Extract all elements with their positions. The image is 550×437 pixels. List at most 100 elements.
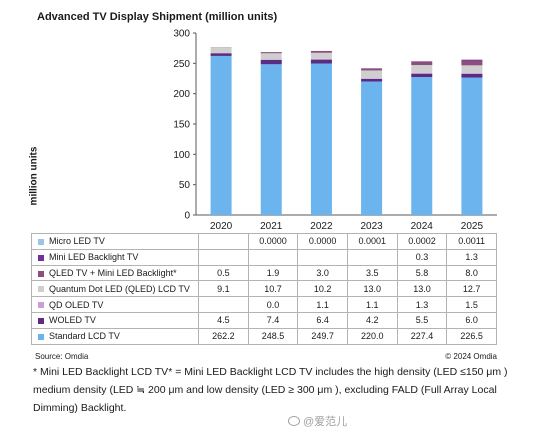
y-tick-label: 150 (173, 120, 190, 131)
table-cell: 9.1 (198, 280, 249, 298)
table-cell: 0.0000 (247, 233, 299, 250)
table-cell: 0.0002 (396, 233, 448, 250)
bar-segment (361, 70, 383, 79)
table-cell (198, 233, 249, 250)
bar-segment (461, 77, 483, 215)
footnote: * Mini LED Backlight LCD TV* = Mini LED … (33, 366, 508, 414)
table-cell: 13.0 (346, 280, 398, 298)
table-cell: 6.4 (297, 311, 348, 329)
legend-swatch (38, 318, 44, 324)
bar-segment (361, 81, 383, 216)
legend-entry: QLED TV + Mini LED Backlight* (31, 264, 199, 282)
y-tick-label: 250 (173, 59, 190, 70)
table-cell (247, 248, 299, 266)
legend-entry: WOLED TV (31, 311, 199, 329)
bar-segment (310, 63, 332, 215)
table-cell: 10.2 (297, 280, 348, 298)
bar-segment (210, 53, 232, 56)
table-cell: 1.5 (446, 296, 497, 313)
bar-segment (260, 64, 282, 215)
copyright-note: © 2024 Omdia (445, 352, 497, 361)
y-tick-label: 0 (184, 211, 190, 222)
legend-entry: QD OLED TV (31, 296, 199, 313)
legend-swatch (38, 333, 44, 340)
legend-label: Mini LED Backlight TV (49, 252, 139, 263)
table-cell: 1.3 (396, 296, 448, 313)
bar-segment (260, 53, 282, 60)
bar-segment (260, 59, 282, 65)
watermark: @爱范儿 (288, 413, 347, 429)
table-row: Standard LCD TV 262.2 248.5 249.7 220.0 227.4… (31, 327, 497, 345)
weibo-icon (288, 416, 300, 426)
bar-segment (361, 68, 383, 71)
table-cell: 226.5 (446, 327, 497, 345)
table-cell (297, 248, 348, 266)
bar-segment (210, 47, 232, 54)
table-cell: 0.3 (396, 248, 448, 266)
table-cell: 1.1 (297, 296, 348, 313)
legend-label: Standard LCD TV (49, 331, 120, 342)
y-tick-label: 200 (173, 89, 190, 100)
table-cell: 0.5 (198, 264, 249, 282)
bar-segment (210, 55, 232, 215)
bar-segment (461, 65, 483, 74)
bar-segment (310, 59, 332, 64)
bar-segment (461, 59, 483, 61)
table-cell: 220.0 (346, 327, 398, 345)
table-cell: 10.7 (247, 280, 299, 298)
table-row: QD OLED TV 0.0 1.1 1.1 1.3 1.5 (31, 296, 497, 313)
table-cell: 0.0011 (446, 233, 497, 250)
table-cell: 4.2 (346, 311, 398, 329)
table-cell: 12.7 (446, 280, 497, 298)
x-tick-label: 2023 (360, 221, 383, 232)
table-cell: 1.9 (247, 264, 299, 282)
legend-swatch (38, 239, 44, 246)
table-cell (198, 296, 249, 313)
legend-label: QLED TV + Mini LED Backlight* (49, 267, 177, 278)
bar-segment (411, 73, 433, 78)
table-cell: 8.0 (446, 264, 497, 282)
bar-segment (361, 78, 383, 79)
table-cell: 4.5 (198, 311, 249, 329)
x-tick-label: 2022 (310, 221, 333, 232)
table-cell: 6.0 (446, 311, 497, 329)
x-tick-label: 2020 (210, 221, 233, 232)
legend-swatch (38, 302, 44, 309)
bar-segment (411, 65, 433, 73)
table-cell: 3.5 (346, 264, 398, 282)
table-row: Mini LED Backlight TV 0.3 1.3 (31, 248, 497, 266)
table-cell (346, 248, 398, 266)
source-note: Source: Omdia (35, 352, 89, 361)
bar-segment (461, 73, 483, 78)
legend-entry: Standard LCD TV (31, 327, 199, 345)
table-cell: 5.8 (396, 264, 448, 282)
bar-segment (310, 50, 332, 53)
legend-label: QD OLED TV (49, 299, 104, 310)
bar-segment (361, 78, 383, 82)
x-tick-label: 2025 (461, 221, 484, 232)
legend-swatch (38, 270, 44, 277)
table-cell: 227.4 (396, 327, 448, 345)
table-row: WOLED TV 4.5 7.4 6.4 4.2 5.5 6.0 (31, 311, 497, 329)
table-cell: 0.0 (247, 296, 299, 313)
x-tick-label: 2021 (260, 221, 283, 232)
bar-segment (310, 58, 332, 60)
bar-segment (310, 52, 332, 59)
table-cell: 13.0 (396, 280, 448, 298)
watermark-text: @爱范儿 (303, 416, 348, 428)
table-cell: 1.3 (446, 248, 497, 266)
table-cell: 3.0 (297, 264, 348, 282)
bar-segment (461, 60, 483, 66)
table-cell: 7.4 (247, 311, 299, 329)
bar-segment (411, 61, 433, 66)
table-row: Micro LED TV 0.0000 0.0000 0.0001 0.0002 0.00… (31, 233, 497, 250)
legend-swatch (38, 254, 44, 261)
table-cell: 248.5 (247, 327, 299, 345)
stacked-bar-chart: 0 50 100 150 200 250 300 2020 2021 2022 2023 2024 20… (173, 29, 497, 232)
y-tick-label: 100 (173, 150, 190, 161)
x-tick-label: 2024 (411, 221, 434, 232)
legend-entry: Micro LED TV (31, 233, 199, 250)
legend-label: Micro LED TV (49, 236, 105, 247)
bar-segment (411, 72, 433, 74)
table-cell: 5.5 (396, 311, 448, 329)
